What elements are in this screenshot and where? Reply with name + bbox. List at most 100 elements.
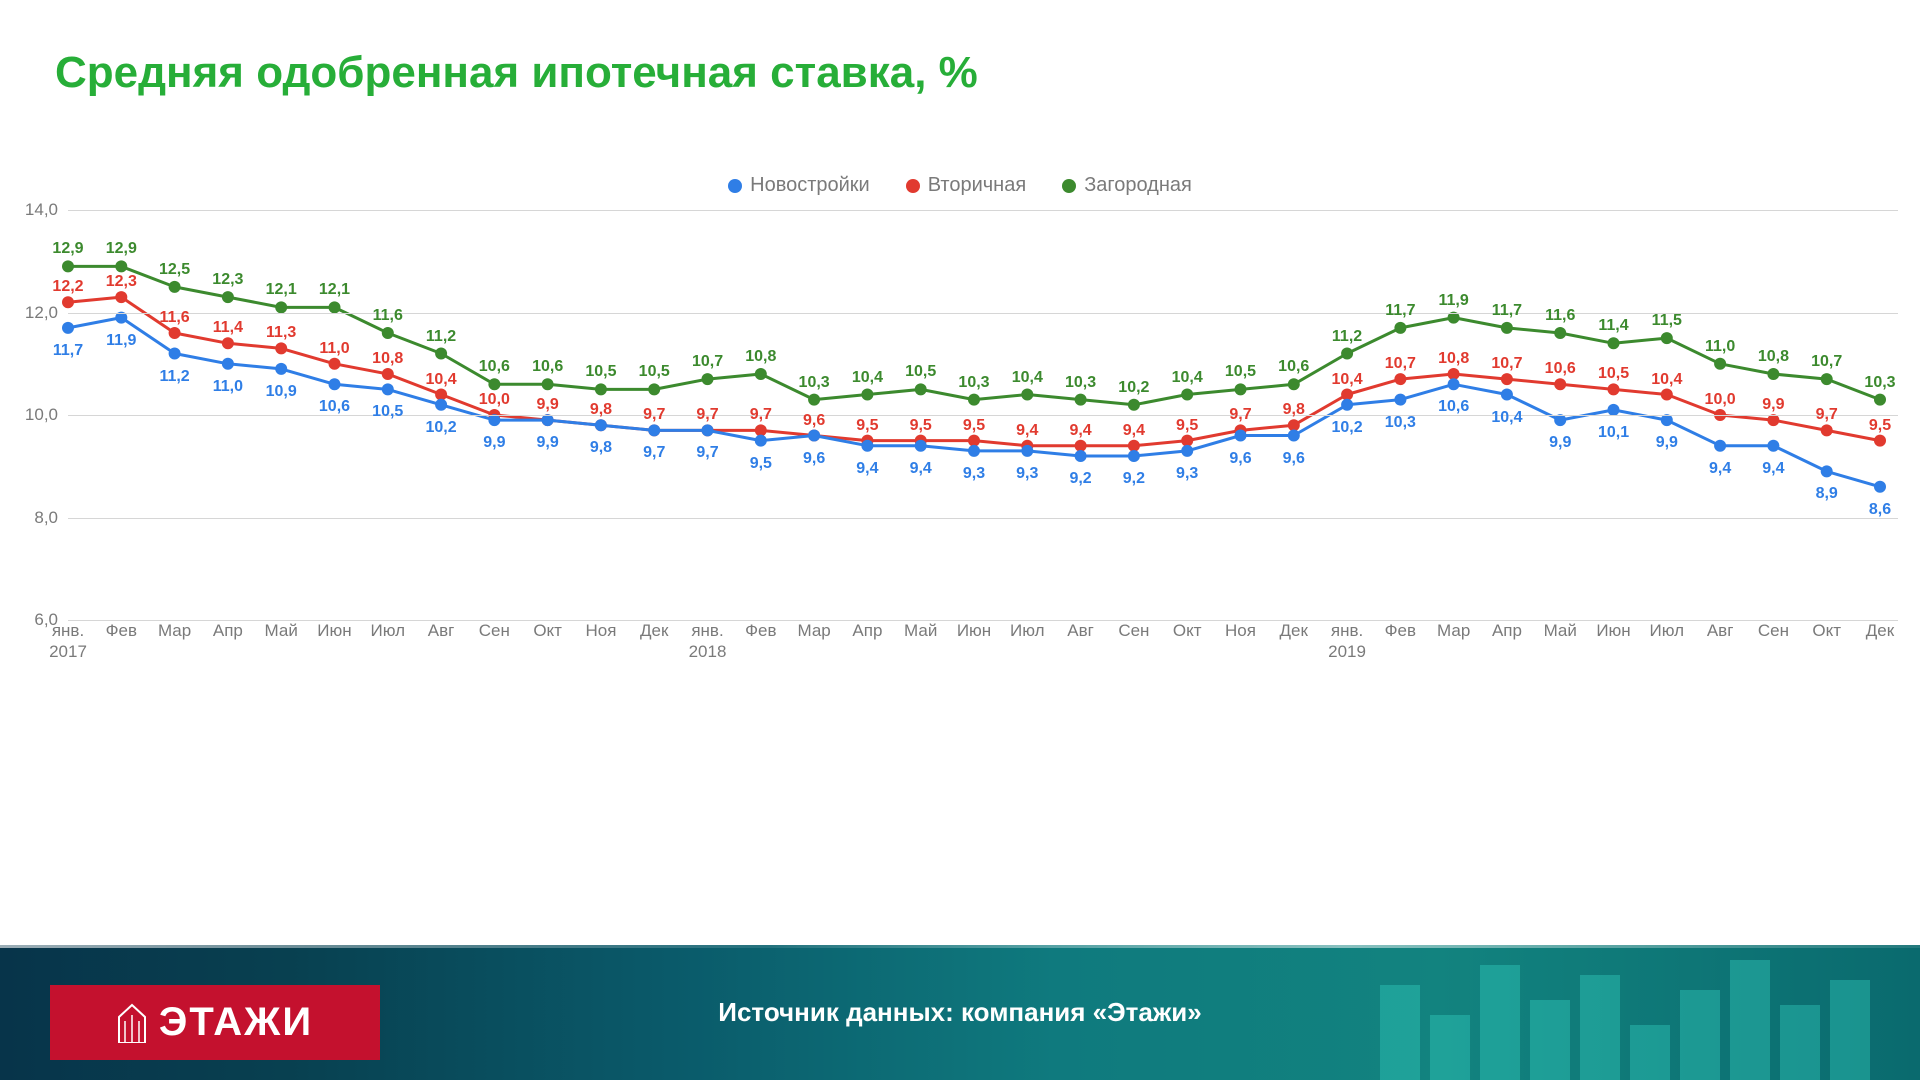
series-marker xyxy=(382,368,394,380)
data-point-label: 11,5 xyxy=(1652,312,1682,330)
legend-label: Новостройки xyxy=(750,174,870,196)
data-point-label: 10,2 xyxy=(1331,419,1362,437)
series-marker xyxy=(1288,430,1300,442)
data-point-label: 10,6 xyxy=(319,398,350,416)
series-marker xyxy=(382,383,394,395)
data-point-label: 9,7 xyxy=(696,444,718,462)
data-point-label: 12,9 xyxy=(106,240,137,258)
data-point-label: 10,0 xyxy=(1705,391,1736,409)
data-point-label: 10,8 xyxy=(372,350,403,368)
data-point-label: 9,3 xyxy=(1016,465,1038,483)
data-point-label: 9,4 xyxy=(1762,460,1784,478)
data-point-label: 10,7 xyxy=(1491,355,1522,373)
x-axis-tick-label: Дек xyxy=(640,620,668,641)
series-marker xyxy=(115,291,127,303)
series-marker xyxy=(1341,348,1353,360)
series-marker xyxy=(1235,383,1247,395)
building-icon xyxy=(117,1003,147,1043)
x-axis-tick-label: Май xyxy=(265,620,298,641)
data-point-label: 11,9 xyxy=(1439,292,1469,310)
series-marker xyxy=(382,327,394,339)
x-axis-tick-label: Окт xyxy=(1812,620,1841,641)
x-axis-tick-label: Мар xyxy=(158,620,191,641)
data-point-label: 9,4 xyxy=(1016,422,1038,440)
series-marker xyxy=(1448,368,1460,380)
x-axis-tick-label: янв.2018 xyxy=(689,620,727,663)
data-point-label: 9,9 xyxy=(483,434,505,452)
data-point-label: 12,3 xyxy=(106,273,137,291)
y-axis-tick-label: 12,0 xyxy=(18,303,58,323)
data-point-label: 9,6 xyxy=(1283,450,1305,468)
series-marker xyxy=(915,440,927,452)
data-point-label: 11,4 xyxy=(213,319,243,337)
series-marker xyxy=(169,281,181,293)
data-point-label: 10,2 xyxy=(425,419,456,437)
data-point-label: 9,5 xyxy=(963,417,985,435)
data-point-label: 10,4 xyxy=(852,369,883,387)
series-marker xyxy=(1075,440,1087,452)
series-marker xyxy=(62,260,74,272)
series-marker xyxy=(968,445,980,457)
data-point-label: 10,3 xyxy=(799,374,830,392)
x-axis-tick-label: Апр xyxy=(852,620,882,641)
data-point-label: 12,2 xyxy=(52,278,83,296)
data-point-label: 9,7 xyxy=(1229,406,1251,424)
series-marker xyxy=(1288,419,1300,431)
x-axis-tick-label: янв.2017 xyxy=(49,620,87,663)
gridline xyxy=(68,210,1898,211)
data-point-label: 10,5 xyxy=(1598,365,1629,383)
data-point-label: 10,4 xyxy=(425,371,456,389)
chart-x-axis: янв.2017ФевМарАпрМайИюнИюлАвгСенОктНояДе… xyxy=(30,620,1900,670)
series-marker xyxy=(861,389,873,401)
data-point-label: 10,8 xyxy=(1758,348,1789,366)
legend-label: Вторичная xyxy=(928,174,1026,196)
data-point-label: 10,3 xyxy=(1385,414,1416,432)
series-marker xyxy=(1021,445,1033,457)
series-marker xyxy=(1874,394,1886,406)
data-point-label: 9,8 xyxy=(1283,401,1305,419)
data-point-label: 10,6 xyxy=(1545,360,1576,378)
data-point-label: 9,9 xyxy=(1762,396,1784,414)
series-marker xyxy=(115,260,127,272)
series-marker xyxy=(1394,373,1406,385)
footer-source-text: Источник данных: компания «Этажи» xyxy=(718,997,1201,1028)
x-axis-tick-label: Фев xyxy=(106,620,137,641)
series-marker xyxy=(808,430,820,442)
logo-badge: ЭТАЖИ xyxy=(50,985,380,1060)
data-point-label: 8,6 xyxy=(1869,501,1891,519)
legend-item: Вторичная xyxy=(906,174,1026,197)
data-point-label: 10,4 xyxy=(1331,371,1362,389)
series-marker xyxy=(222,358,234,370)
legend-item: Новостройки xyxy=(728,174,870,197)
x-axis-tick-label: Сен xyxy=(1758,620,1789,641)
data-point-label: 11,7 xyxy=(1492,302,1522,320)
series-marker xyxy=(1661,332,1673,344)
data-point-label: 9,3 xyxy=(1176,465,1198,483)
series-marker xyxy=(1075,394,1087,406)
x-axis-tick-label: Май xyxy=(904,620,937,641)
data-point-label: 9,8 xyxy=(590,401,612,419)
series-marker xyxy=(1128,440,1140,452)
series-marker xyxy=(1341,389,1353,401)
data-point-label: 10,0 xyxy=(479,391,510,409)
series-marker xyxy=(435,389,447,401)
x-axis-tick-label: Дек xyxy=(1280,620,1308,641)
x-axis-tick-label: Апр xyxy=(1492,620,1522,641)
data-point-label: 11,7 xyxy=(53,342,83,360)
data-point-label: 11,7 xyxy=(1385,302,1415,320)
data-point-label: 9,2 xyxy=(1069,470,1091,488)
series-marker xyxy=(1394,322,1406,334)
series-marker xyxy=(1767,368,1779,380)
data-point-label: 11,6 xyxy=(159,309,189,327)
x-axis-tick-label: Ноя xyxy=(1225,620,1256,641)
data-point-label: 9,6 xyxy=(803,412,825,430)
data-point-label: 11,6 xyxy=(373,307,403,325)
data-point-label: 10,3 xyxy=(1065,374,1096,392)
series-marker xyxy=(1394,394,1406,406)
series-marker xyxy=(329,378,341,390)
series-marker xyxy=(595,383,607,395)
data-point-label: 10,4 xyxy=(1651,371,1682,389)
data-point-label: 9,5 xyxy=(856,417,878,435)
series-marker xyxy=(755,435,767,447)
series-marker xyxy=(968,435,980,447)
